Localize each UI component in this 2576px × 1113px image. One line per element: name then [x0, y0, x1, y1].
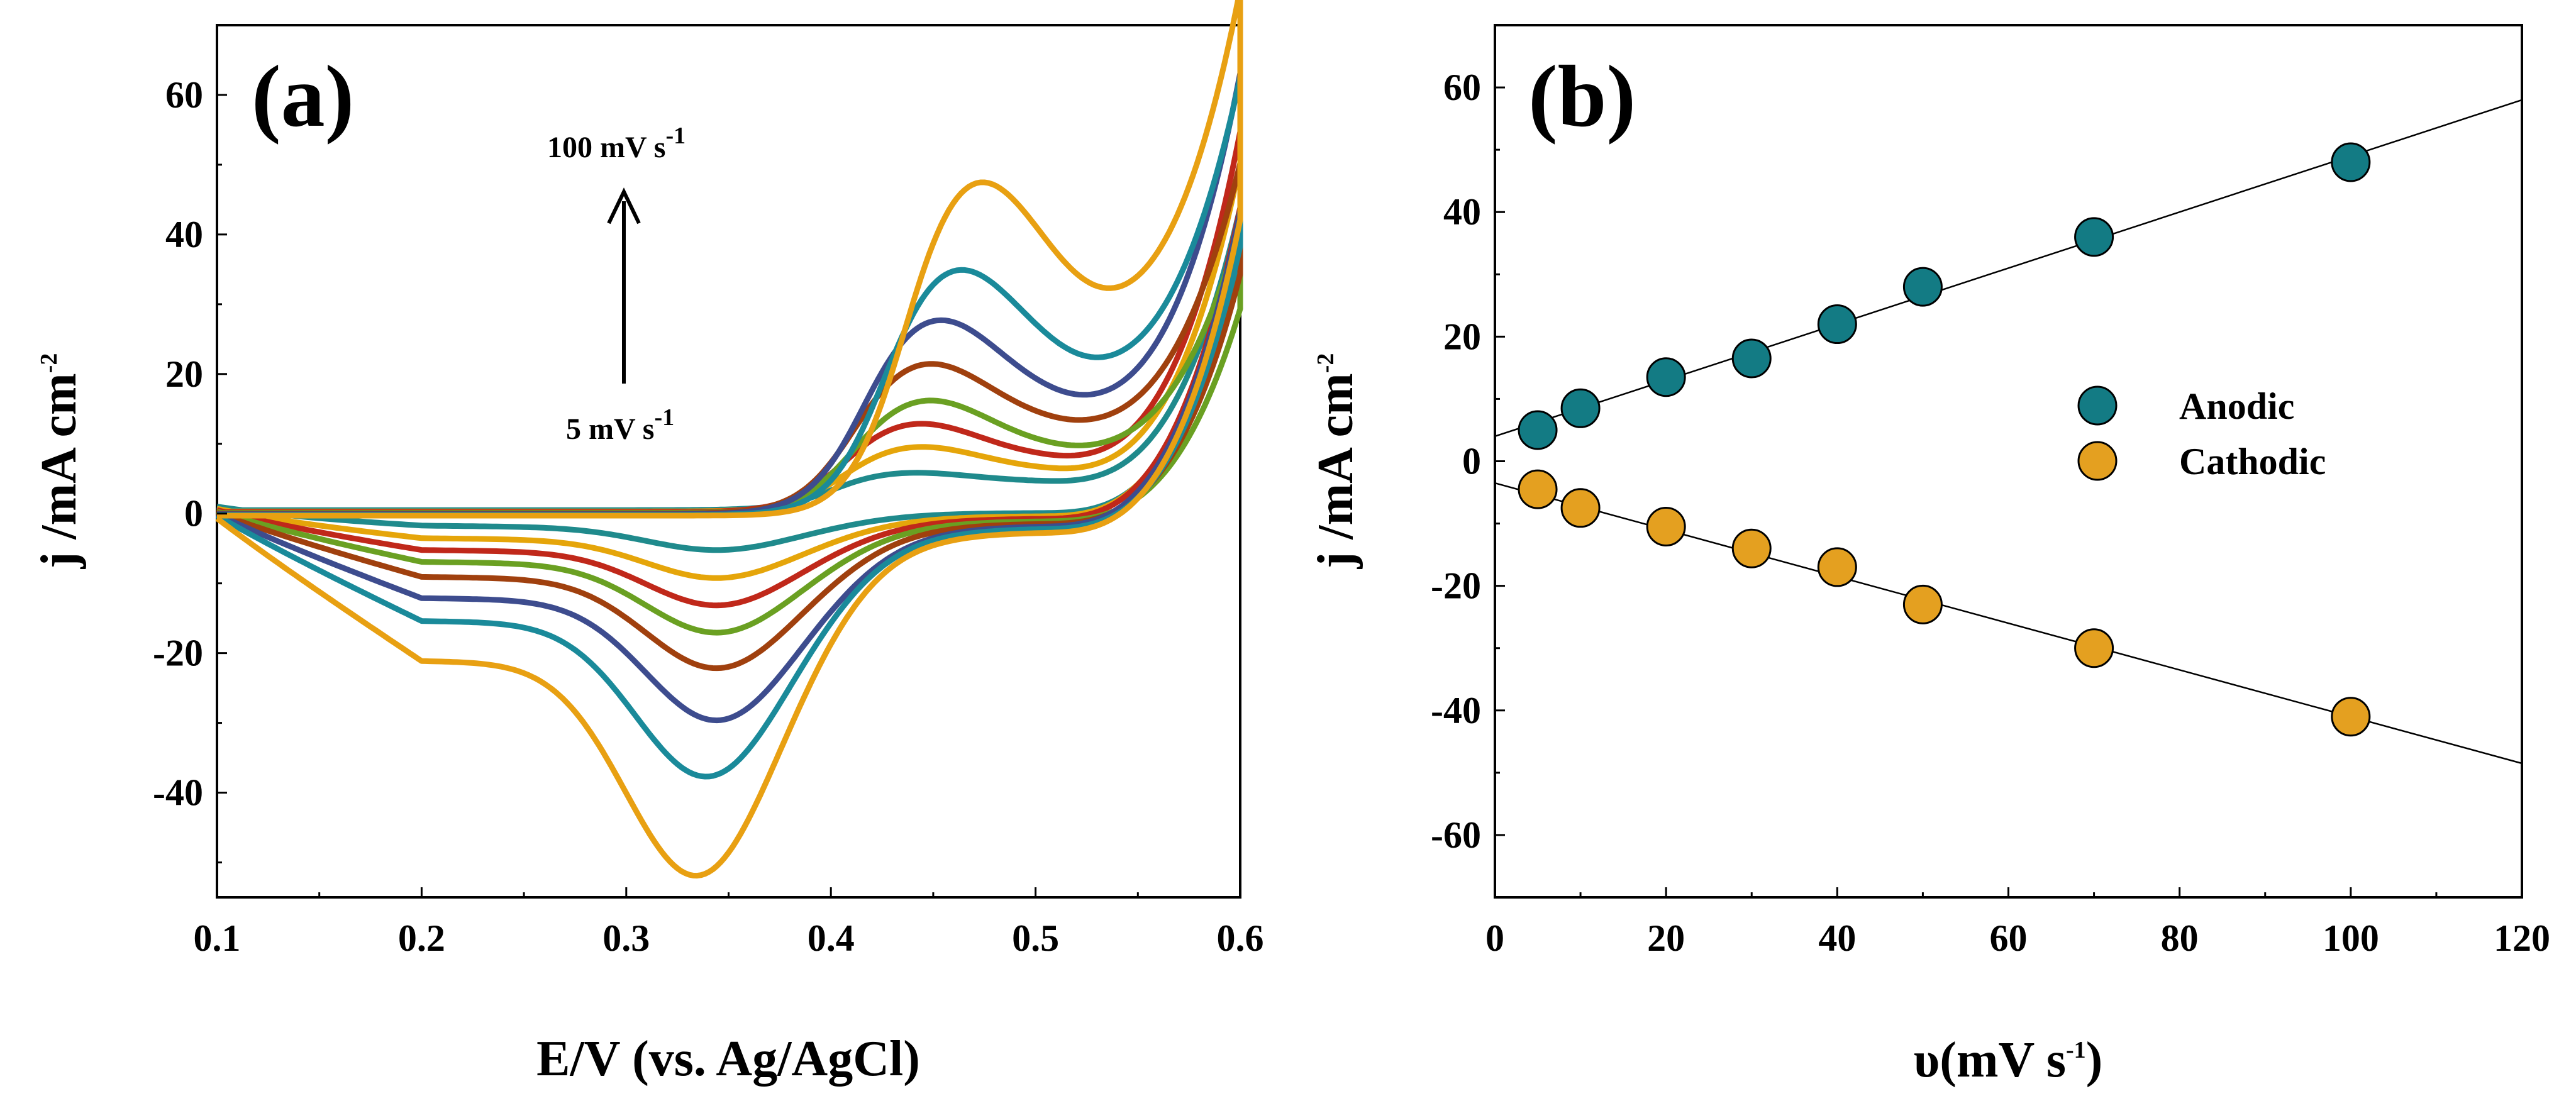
cv-curve-50	[216, 70, 1243, 724]
x-tick-label: 100	[2323, 917, 2379, 959]
x-tick-label: 0.5	[1012, 917, 1059, 959]
data-point-anodic	[1560, 388, 1601, 428]
x-tick-label: 0.1	[194, 917, 241, 959]
data-point-cathodic	[1518, 469, 1558, 509]
data-point-anodic	[2074, 217, 2114, 257]
x-tick-label: 0.2	[398, 917, 445, 959]
data-point-anodic	[1646, 357, 1686, 397]
y-tick-label: -20	[153, 633, 203, 674]
panel-a: 0.1 0.2 0.3 0.4 0.5 0.6 60 40 20 0 -20 -40 (a) 100 …	[31, 0, 1264, 1087]
y-tick-label: -40	[153, 772, 203, 814]
y-tick-label: 40	[165, 214, 203, 255]
panel-b-x-axis-title: υ(mV s-1)	[1914, 1033, 2103, 1088]
panel-b-points	[1518, 142, 2371, 737]
y-tick-label: 60	[1443, 67, 1481, 108]
panel-a-annotation-top: 100 mV s-1	[547, 123, 686, 164]
data-point-cathodic	[1902, 584, 1943, 624]
x-tick-label: 80	[2161, 917, 2199, 959]
y-tick-label: 20	[165, 353, 203, 395]
panel-a-x-axis-title: E/V (vs. Ag/AgCl)	[536, 1031, 920, 1087]
y-tick-label: -60	[1431, 814, 1481, 856]
panel-b-y-axis-title: j /mA cm-2	[1308, 353, 1363, 570]
y-tick-label: 60	[165, 74, 203, 116]
data-point-cathodic	[2331, 697, 2371, 737]
data-point-anodic	[1817, 304, 1857, 345]
data-point-cathodic	[1560, 488, 1601, 528]
panel-b: 0 20 40 60 80 100 120 60 40 20 0 -20 -40 -60 (b) Anod…	[1308, 24, 2550, 1088]
x-tick-label: 40	[1818, 917, 1856, 959]
cv-curve-100	[215, 0, 1243, 879]
data-point-anodic	[2331, 142, 2371, 182]
y-tick-label: 20	[1443, 316, 1481, 357]
cv-curve-40	[216, 160, 1243, 672]
panel-b-legend: Anodic Cathodic	[2077, 385, 2326, 482]
panel-a-label: (a)	[252, 48, 354, 145]
y-tick-label: 40	[1443, 191, 1481, 233]
y-tick-label: -40	[1431, 690, 1481, 731]
x-tick-label: 0	[1485, 917, 1504, 959]
data-point-cathodic	[1817, 547, 1857, 587]
panel-b-fit-lines	[1494, 99, 2523, 765]
data-point-anodic	[1731, 338, 1772, 379]
cv-curve-5	[216, 204, 1243, 553]
legend-marker-cathodic	[2077, 441, 2118, 481]
x-tick-label: 0.4	[808, 917, 855, 959]
data-point-cathodic	[2074, 628, 2114, 668]
panel-b-ticks: 0 20 40 60 80 100 120 60 40 20 0 -20 -40 -60	[1431, 24, 2550, 959]
x-tick-label: 120	[2494, 917, 2550, 959]
data-point-anodic	[1902, 267, 1943, 307]
data-point-cathodic	[1646, 507, 1686, 547]
panel-b-label: (b)	[1528, 48, 1636, 145]
x-tick-label: 0.3	[602, 917, 650, 959]
data-point-anodic	[1518, 410, 1558, 450]
panel-a-ticks: 0.1 0.2 0.3 0.4 0.5 0.6 60 40 20 0 -20 -40	[153, 24, 1264, 959]
panel-a-y-axis-title: j /mA cm-2	[31, 353, 87, 570]
legend-marker-anodic	[2077, 385, 2118, 426]
panel-a-curves	[215, 0, 1243, 879]
y-tick-label: 0	[1462, 441, 1481, 482]
cv-curve-30	[216, 224, 1243, 636]
x-tick-label: 20	[1647, 917, 1685, 959]
cv-curve-70	[215, 74, 1243, 780]
y-tick-label: 0	[184, 493, 203, 534]
legend-label-cathodic: Cathodic	[2179, 441, 2326, 482]
data-point-cathodic	[1731, 528, 1772, 568]
x-tick-label: 0.6	[1217, 917, 1264, 959]
x-tick-label: 60	[1990, 917, 2028, 959]
y-tick-label: -20	[1431, 565, 1481, 607]
legend-label-anodic: Anodic	[2179, 385, 2294, 427]
panel-a-annotation-bottom: 5 mV s-1	[566, 404, 674, 446]
panel-a-arrow-head	[607, 187, 641, 224]
